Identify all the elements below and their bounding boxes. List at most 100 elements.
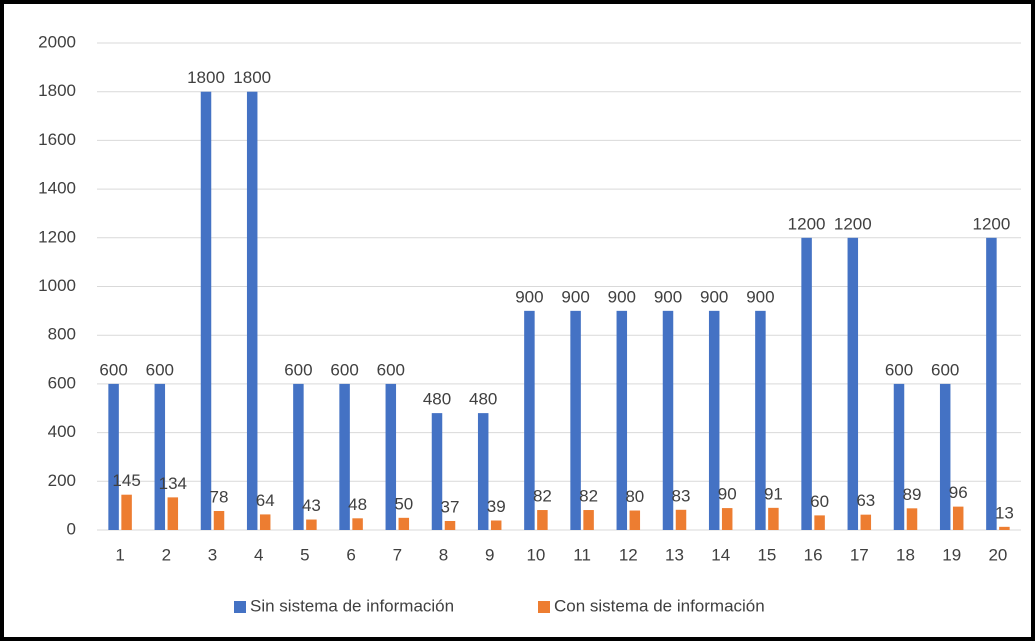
data-label: 600	[330, 360, 358, 379]
bar	[906, 508, 918, 530]
bar	[537, 510, 548, 530]
bar	[306, 519, 317, 530]
data-label: 900	[746, 287, 774, 306]
data-label: 1200	[788, 214, 826, 233]
data-label: 134	[159, 474, 187, 493]
bar	[259, 514, 271, 530]
data-label: 600	[99, 360, 127, 379]
bar	[755, 310, 766, 530]
legend-label: Con sistema de información	[554, 596, 765, 615]
data-label: 600	[146, 360, 174, 379]
y-tick-label: 1000	[38, 276, 76, 295]
y-tick-label: 1400	[38, 179, 76, 198]
bar	[583, 510, 594, 530]
bar	[986, 237, 997, 531]
legend-label: Sin sistema de información	[250, 596, 454, 615]
y-tick-label: 800	[48, 325, 76, 344]
data-label: 13	[995, 503, 1014, 522]
data-label: 1200	[834, 214, 872, 233]
x-tick-label: 1	[115, 545, 124, 564]
bar	[121, 494, 132, 530]
bar	[616, 310, 628, 530]
data-label: 900	[700, 287, 728, 306]
bar	[675, 509, 687, 530]
data-label: 91	[764, 484, 783, 503]
bar	[721, 508, 733, 530]
bar	[213, 511, 225, 530]
bar	[108, 383, 119, 530]
data-label: 600	[377, 360, 405, 379]
bar	[570, 310, 581, 530]
bar	[847, 237, 859, 531]
data-label: 600	[885, 360, 913, 379]
bar	[293, 383, 304, 530]
data-label: 1800	[187, 68, 225, 87]
bar	[339, 383, 350, 530]
x-tick-label: 2	[162, 545, 171, 564]
y-tick-label: 200	[48, 471, 76, 490]
data-label: 900	[608, 287, 636, 306]
data-label: 82	[533, 487, 552, 506]
data-label: 37	[441, 497, 460, 516]
legend-swatch	[538, 601, 550, 613]
bar	[952, 506, 964, 530]
y-tick-label: 400	[48, 422, 76, 441]
data-label: 90	[718, 485, 737, 504]
data-label: 480	[469, 390, 497, 409]
data-label: 900	[654, 287, 682, 306]
data-label: 600	[284, 360, 312, 379]
bar	[431, 413, 443, 530]
bar	[999, 526, 1010, 530]
y-tick-label: 0	[67, 519, 76, 538]
bar	[444, 520, 456, 530]
x-tick-label: 18	[896, 545, 915, 564]
data-label: 89	[903, 485, 922, 504]
y-tick-label: 2000	[38, 32, 76, 51]
data-label: 900	[515, 287, 543, 306]
bar	[352, 518, 363, 530]
data-label: 60	[810, 492, 829, 511]
data-label: 1800	[233, 68, 271, 87]
bar	[768, 507, 779, 530]
y-tick-label: 600	[48, 373, 76, 392]
y-tick-label: 1200	[38, 227, 76, 246]
x-tick-label: 8	[439, 545, 448, 564]
data-label: 82	[579, 487, 598, 506]
x-tick-label: 4	[254, 545, 263, 564]
x-tick-label: 10	[526, 545, 545, 564]
bar	[200, 91, 212, 530]
data-label: 39	[487, 497, 506, 516]
y-tick-label: 1800	[38, 81, 76, 100]
x-tick-label: 6	[346, 545, 355, 564]
bar	[893, 383, 905, 530]
x-tick-label: 20	[988, 545, 1007, 564]
data-label: 48	[348, 495, 367, 514]
legend-swatch	[234, 601, 246, 613]
bar	[662, 310, 674, 530]
x-tick-label: 3	[208, 545, 217, 564]
data-label: 63	[856, 491, 875, 510]
data-label: 96	[949, 483, 968, 502]
x-tick-label: 7	[393, 545, 402, 564]
data-label: 64	[256, 491, 275, 510]
x-tick-label: 12	[619, 545, 638, 564]
bar	[490, 520, 502, 530]
x-tick-label: 9	[485, 545, 494, 564]
bar	[801, 237, 812, 531]
data-label: 600	[931, 360, 959, 379]
x-tick-label: 17	[850, 545, 869, 564]
bar	[246, 91, 258, 530]
data-label: 43	[302, 496, 321, 515]
bar	[939, 383, 951, 530]
data-label: 1200	[972, 214, 1010, 233]
x-tick-label: 19	[942, 545, 961, 564]
x-tick-label: 13	[665, 545, 684, 564]
bar	[154, 383, 166, 530]
x-tick-label: 11	[573, 545, 591, 564]
bar	[629, 510, 641, 530]
bar	[524, 310, 535, 530]
y-tick-label: 1600	[38, 130, 76, 149]
data-label: 480	[423, 390, 451, 409]
x-tick-label: 15	[757, 545, 776, 564]
